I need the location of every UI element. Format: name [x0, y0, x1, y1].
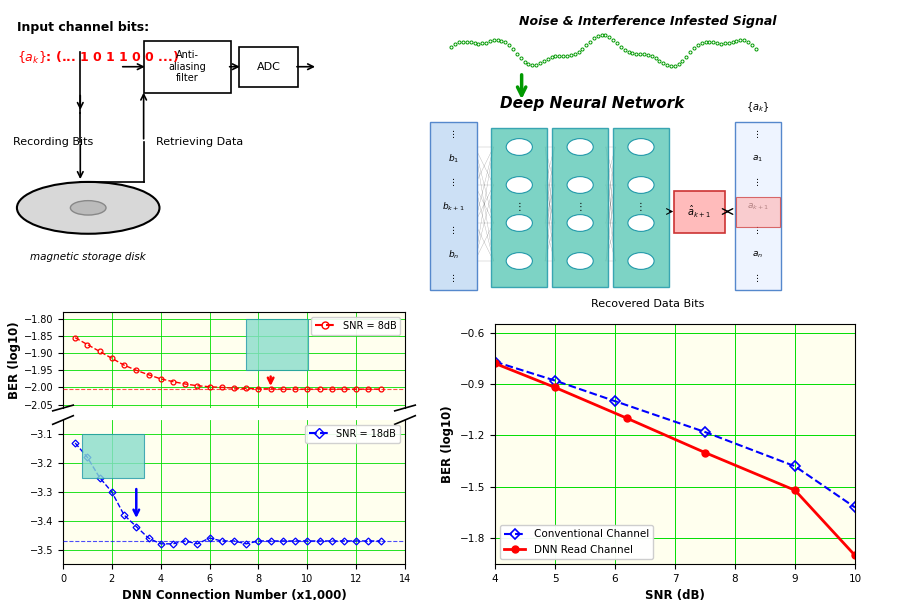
Text: ⋮: ⋮ [753, 275, 762, 283]
Circle shape [628, 215, 654, 232]
Circle shape [628, 176, 654, 193]
Text: Anti-
aliasing
filter: Anti- aliasing filter [168, 50, 206, 83]
FancyBboxPatch shape [82, 434, 144, 478]
Text: $b_1$: $b_1$ [448, 153, 459, 165]
FancyBboxPatch shape [552, 127, 608, 286]
Text: ⋮: ⋮ [515, 202, 524, 212]
Conventional Channel [850, 504, 860, 511]
DNN Read Channel [699, 449, 710, 456]
Circle shape [567, 176, 593, 193]
Conventional Channel [699, 428, 710, 436]
Text: magnetic storage disk: magnetic storage disk [31, 251, 146, 262]
Circle shape [567, 215, 593, 232]
FancyBboxPatch shape [613, 127, 669, 286]
Text: ⋮: ⋮ [449, 275, 458, 283]
Ellipse shape [17, 182, 159, 234]
Text: Noise & Interference Infested Signal: Noise & Interference Infested Signal [519, 15, 777, 28]
Legend: SNR = 8dB: SNR = 8dB [311, 317, 400, 335]
Text: Recovered Data Bits: Recovered Data Bits [591, 299, 705, 309]
Text: ADC: ADC [256, 62, 280, 72]
Y-axis label: BER (log10): BER (log10) [8, 321, 21, 399]
FancyBboxPatch shape [736, 197, 780, 227]
Legend: SNR = 18dB: SNR = 18dB [305, 425, 400, 443]
Text: $b_{k+1}$: $b_{k+1}$ [443, 201, 465, 213]
FancyBboxPatch shape [246, 319, 308, 370]
Text: $\{a_k\}$: $\{a_k\}$ [746, 100, 769, 114]
Text: $\hat{a}_{k+1}$: $\hat{a}_{k+1}$ [688, 203, 712, 220]
Circle shape [506, 253, 533, 269]
Conventional Channel [609, 398, 620, 405]
Text: $b_n$: $b_n$ [448, 249, 459, 261]
Legend: Conventional Channel, DNN Read Channel: Conventional Channel, DNN Read Channel [500, 525, 653, 559]
Line: DNN Read Channel: DNN Read Channel [491, 360, 859, 559]
Text: Recording Bits: Recording Bits [13, 137, 94, 146]
FancyBboxPatch shape [734, 121, 781, 289]
Y-axis label: BER (log10): BER (log10) [441, 405, 454, 483]
Text: $a_n$: $a_n$ [752, 250, 763, 260]
X-axis label: SNR (dB): SNR (dB) [645, 589, 705, 600]
Ellipse shape [70, 200, 106, 215]
DNN Read Channel [850, 552, 860, 559]
Circle shape [628, 139, 654, 155]
Circle shape [628, 253, 654, 269]
FancyBboxPatch shape [144, 41, 230, 92]
Circle shape [567, 139, 593, 155]
Text: Retrieving Data: Retrieving Data [156, 137, 243, 146]
Circle shape [506, 139, 533, 155]
Text: ⋮: ⋮ [753, 179, 762, 187]
FancyBboxPatch shape [674, 191, 725, 232]
Text: $a_1$: $a_1$ [752, 154, 763, 164]
Text: ⋮: ⋮ [449, 130, 458, 139]
Text: ⋮: ⋮ [575, 202, 585, 212]
Line: Conventional Channel: Conventional Channel [491, 358, 859, 511]
Circle shape [506, 215, 533, 232]
Text: ⋮: ⋮ [753, 226, 762, 235]
Text: Deep Neural Network: Deep Neural Network [500, 96, 684, 111]
DNN Read Channel [550, 384, 561, 391]
Conventional Channel [550, 377, 561, 384]
Circle shape [506, 176, 533, 193]
DNN Read Channel [789, 487, 800, 494]
FancyBboxPatch shape [238, 47, 298, 87]
Text: ⋮: ⋮ [449, 226, 458, 235]
FancyBboxPatch shape [430, 121, 477, 289]
Conventional Channel [490, 358, 500, 365]
FancyBboxPatch shape [491, 127, 547, 286]
Text: $a_{k+1}$: $a_{k+1}$ [747, 202, 770, 212]
Text: $\{a_k\}$: (... 1 0 1 1 0 0 ...): $\{a_k\}$: (... 1 0 1 1 0 0 ...) [17, 49, 179, 65]
Text: ⋮: ⋮ [449, 179, 458, 187]
Text: ⋮: ⋮ [636, 202, 646, 212]
DNN Read Channel [490, 360, 500, 367]
Circle shape [567, 253, 593, 269]
Text: Input channel bits:: Input channel bits: [17, 20, 149, 34]
DNN Read Channel [622, 415, 633, 422]
X-axis label: DNN Connection Number (x1,000): DNN Connection Number (x1,000) [122, 589, 346, 600]
Conventional Channel [789, 463, 800, 470]
Text: ⋮: ⋮ [753, 130, 762, 139]
